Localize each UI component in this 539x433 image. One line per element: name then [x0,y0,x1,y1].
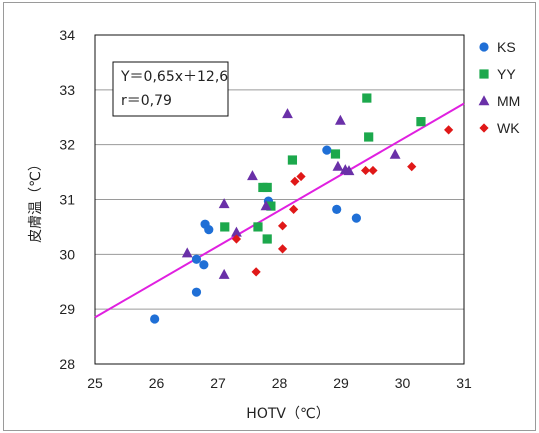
legend-label: YY [497,66,516,82]
y-tick-labels: 28 29 30 31 32 33 34 [59,27,75,372]
y-tick-label: 29 [59,301,75,317]
data-point-wk [296,171,306,182]
data-point-wk [361,165,371,176]
legend-marker-yy [479,69,489,79]
data-point-wk [277,244,288,254]
data-point-wk [444,125,454,135]
data-point-ks [150,314,160,324]
gridlines [95,89,464,310]
y-tick-label: 33 [59,82,75,98]
legend-marker-mm [478,95,490,106]
data-point-ks [351,213,361,223]
legend: KS YY MM WK [478,39,520,136]
data-point-ks [199,260,209,270]
x-tick-labels: 25 26 27 28 29 30 31 [87,375,472,391]
data-point-yy [262,182,272,193]
x-axis-title: HOTV（℃） [246,406,329,422]
data-point-yy [416,117,426,127]
data-point-mm [260,200,272,211]
data-point-yy [330,149,341,159]
data-point-wk [289,204,299,214]
legend-marker-ks [479,42,489,52]
y-tick-label: 28 [59,356,75,372]
data-point-wk [290,176,300,187]
x-tick-label: 26 [149,375,165,391]
x-tick-label: 25 [87,375,103,391]
data-point-mm [389,148,401,159]
x-tick-label: 30 [395,375,411,391]
correlation-text: r＝0,79 [121,93,172,109]
legend-label: KS [497,39,516,55]
data-point-mm [334,114,346,125]
data-point-wk [277,221,288,231]
legend-label: MM [497,93,520,109]
y-tick-label: 30 [59,246,75,262]
plot-area [94,34,465,365]
data-point-ks [191,254,202,264]
data-point-yy [287,155,298,165]
x-tick-label: 29 [333,375,349,391]
data-point-wk [231,234,242,244]
data-point-yy [220,222,230,232]
x-tick-label: 31 [456,375,472,391]
data-point-wk [251,267,261,277]
y-axis-title: 皮膚温（℃） [28,157,44,243]
data-point-ks [332,204,342,214]
data-point-ks [322,145,332,155]
data-point-mm [231,226,242,237]
x-tick-label: 27 [210,375,226,391]
data-point-mm [218,198,230,209]
data-point-ks [204,225,214,235]
equation-box: Y＝0,65x＋12,6 r＝0,79 [112,61,229,117]
data-point-yy [253,222,263,232]
data-point-mm [181,247,193,258]
y-tick-label: 34 [59,27,75,43]
legend-marker-wk [479,123,489,133]
data-point-mm [332,160,344,171]
data-point-wk [407,162,417,172]
equation-text: Y＝0,65x＋12,6 [120,69,228,85]
data-point-yy [364,132,374,142]
data-points [150,93,454,324]
y-tick-label: 32 [59,137,75,153]
legend-label: WK [497,120,520,136]
x-tick-label: 28 [272,375,288,391]
data-point-mm [282,108,293,119]
data-point-mm [218,268,230,279]
data-point-mm [247,170,258,181]
data-point-yy [262,234,272,244]
data-point-yy [266,201,276,211]
y-tick-label: 31 [59,192,75,208]
data-point-yy [362,93,372,103]
regression-line [94,102,465,319]
data-point-wk [368,165,378,176]
data-point-ks [191,287,202,297]
data-point-mm [343,165,355,176]
